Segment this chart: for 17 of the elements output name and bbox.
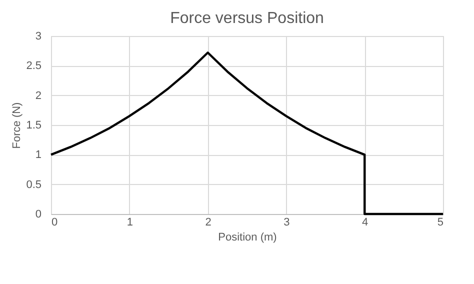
x-tick-label: 2 <box>205 216 212 228</box>
y-tick-label: 0 <box>35 208 42 220</box>
y-tick-label: 2.5 <box>26 60 42 72</box>
x-tick-label: 4 <box>362 216 368 228</box>
x-tick-label: 3 <box>284 216 290 228</box>
x-tick-label: 1 <box>126 216 133 228</box>
chart-title: Force versus Position <box>170 10 324 27</box>
line-series <box>50 52 444 216</box>
y-tick-label: 1.5 <box>26 120 42 132</box>
x-tick-label: 5 <box>437 216 444 228</box>
x-axis-title: Position (m) <box>218 232 277 244</box>
y-tick-label: 2 <box>35 90 42 102</box>
y-tick-label: 1 <box>35 149 42 162</box>
x-tick-label: 0 <box>52 216 58 228</box>
y-axis-title: Force (N) <box>11 102 24 149</box>
y-tick-label: 3 <box>35 30 42 42</box>
y-tick-label: 0.5 <box>26 178 42 191</box>
